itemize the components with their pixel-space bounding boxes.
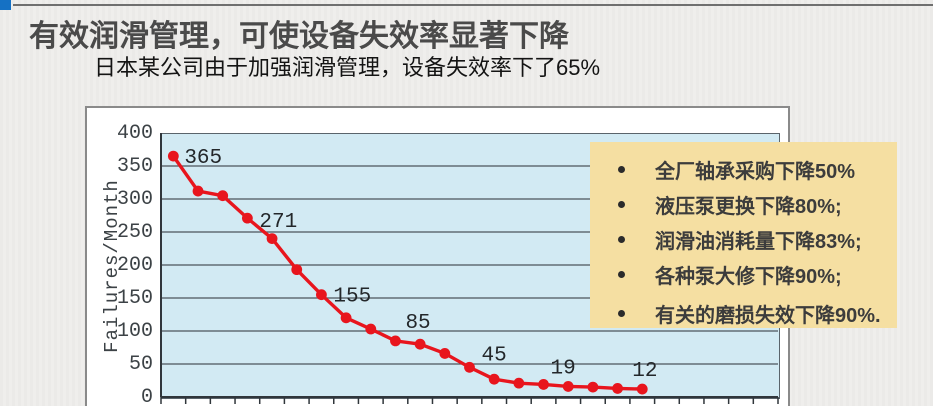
bullet-icon — [618, 201, 625, 208]
annotation-item: 液压泵更换下降80%; — [590, 187, 897, 222]
bullet-icon — [618, 166, 625, 173]
annotation-item: 全厂轴承采购下降50% — [590, 152, 897, 187]
bullet-icon — [618, 236, 625, 243]
data-point-label: 45 — [482, 344, 507, 367]
data-point-label: 271 — [259, 211, 297, 234]
y-tick-label: 200 — [116, 254, 153, 277]
bullet-icon — [618, 271, 625, 278]
data-point-label: 365 — [184, 147, 222, 170]
data-point-label: 19 — [551, 357, 576, 380]
y-tick-label: 400 — [116, 122, 153, 145]
annotation-text: 各种泵大修下降90%; — [655, 266, 842, 288]
slide-subtitle: 日本某公司由于加强润滑管理，设备失效率下了65% — [94, 55, 601, 80]
y-tick-label: 100 — [116, 320, 153, 343]
bullet-icon — [618, 310, 625, 317]
slide-title: 有效润滑管理，可使设备失效率显著下降 — [29, 20, 569, 53]
annotation-text: 液压泵更换下降80%; — [655, 196, 842, 218]
annotation-item: 润滑油消耗量下降83%; — [590, 222, 897, 257]
y-tick-label: 150 — [116, 287, 153, 310]
annotation-text: 润滑油消耗量下降83%; — [655, 231, 862, 253]
top-divider-rule — [13, 4, 933, 6]
annotation-text: 有关的磨损失效下降90%. — [655, 305, 881, 327]
y-tick-label: 250 — [116, 221, 153, 244]
data-point-label: 155 — [333, 286, 371, 309]
annotation-item: 有关的磨损失效下降90%. — [590, 296, 897, 331]
y-tick-label: 350 — [116, 155, 153, 178]
corner-accent-square — [0, 0, 11, 10]
annotation-item: 各种泵大修下降90%; — [590, 257, 897, 292]
annotation-text: 全厂轴承采购下降50% — [655, 161, 856, 183]
y-tick-label: 0 — [140, 386, 153, 406]
data-point-label: 85 — [405, 312, 430, 335]
data-point-label: 12 — [632, 360, 657, 383]
y-tick-label: 300 — [116, 188, 153, 211]
y-tick-label: 50 — [128, 353, 153, 376]
results-annotation-box: 全厂轴承采购下降50% 液压泵更换下降80%; 润滑油消耗量下降83%; 各种泵… — [590, 142, 897, 328]
